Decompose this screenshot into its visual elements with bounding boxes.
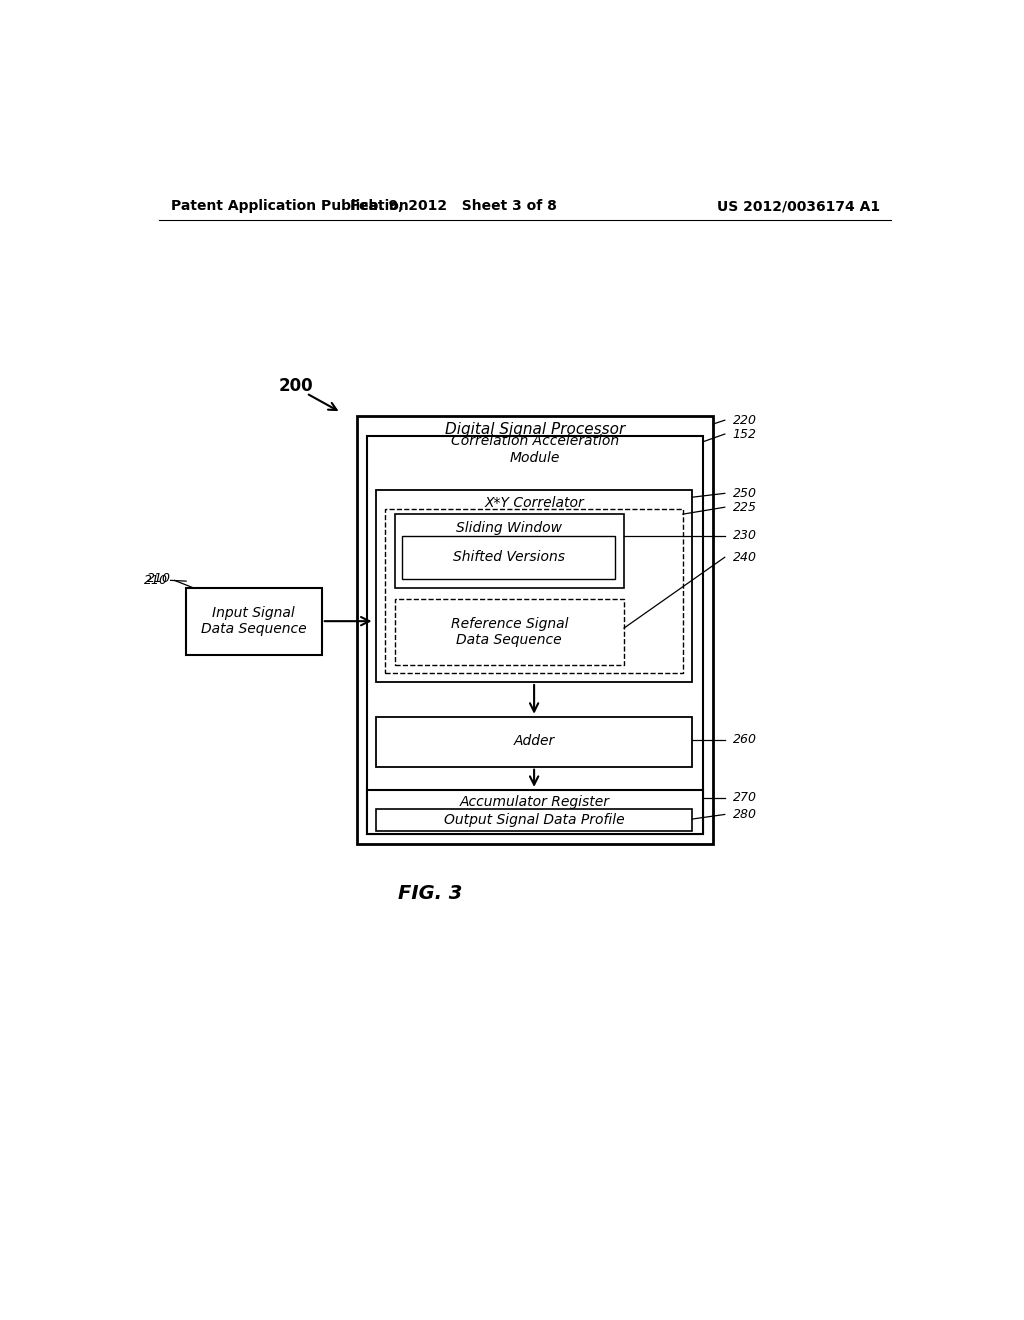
Bar (402, 536, 614, 579)
Bar (394, 515, 624, 589)
Text: 210: 210 (147, 573, 171, 585)
Text: 152: 152 (732, 428, 757, 441)
Text: Feb. 9, 2012   Sheet 3 of 8: Feb. 9, 2012 Sheet 3 of 8 (350, 199, 557, 213)
Text: 200: 200 (280, 376, 313, 395)
Text: Adder: Adder (513, 734, 555, 748)
Text: Reference Signal
Data Sequence: Reference Signal Data Sequence (451, 616, 568, 647)
Text: 230: 230 (732, 529, 757, 543)
Text: 250: 250 (732, 487, 757, 500)
Bar (376, 809, 692, 830)
Text: Shifted Versions: Shifted Versions (453, 550, 564, 564)
Bar (367, 789, 703, 834)
Text: Output Signal Data Profile: Output Signal Data Profile (443, 813, 625, 826)
Text: Sliding Window: Sliding Window (457, 521, 562, 535)
Text: Accumulator Register: Accumulator Register (460, 795, 610, 809)
Bar (356, 416, 713, 843)
Text: Input Signal
Data Sequence: Input Signal Data Sequence (201, 606, 306, 636)
Bar (367, 436, 703, 834)
Text: 270: 270 (732, 791, 757, 804)
Text: 210: 210 (143, 574, 168, 587)
Text: FIG. 3: FIG. 3 (398, 884, 463, 903)
Text: 240: 240 (732, 550, 757, 564)
Text: Digital Signal Processor: Digital Signal Processor (444, 422, 625, 437)
Text: 225: 225 (732, 500, 757, 513)
Text: US 2012/0036174 A1: US 2012/0036174 A1 (717, 199, 880, 213)
Bar (394, 599, 624, 665)
Text: 260: 260 (732, 733, 757, 746)
Text: 220: 220 (732, 413, 757, 426)
Text: X*Y Correlator: X*Y Correlator (484, 496, 584, 511)
Text: Correlation Acceleration
Module: Correlation Acceleration Module (451, 434, 618, 465)
Text: Patent Application Publication: Patent Application Publication (171, 199, 409, 213)
Bar (385, 508, 683, 673)
Bar (376, 717, 692, 767)
Bar (186, 589, 322, 655)
Bar (376, 490, 692, 682)
Text: 280: 280 (732, 808, 757, 821)
